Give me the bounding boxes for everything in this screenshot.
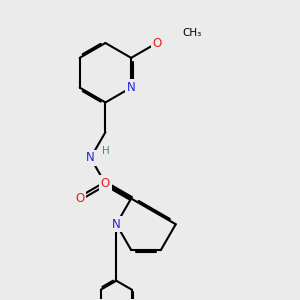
Text: H: H: [102, 146, 110, 156]
Text: O: O: [152, 37, 161, 50]
Text: N: N: [112, 218, 121, 231]
Text: O: O: [75, 192, 84, 205]
Text: N: N: [86, 152, 95, 164]
Text: CH₃: CH₃: [182, 28, 202, 38]
Text: N: N: [127, 81, 136, 94]
Text: O: O: [101, 177, 110, 190]
